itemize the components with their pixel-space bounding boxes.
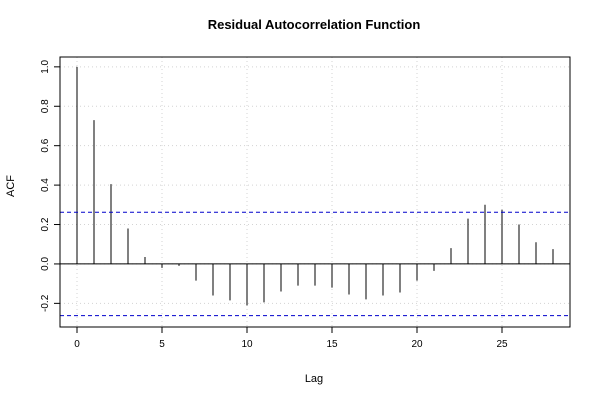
- y-tick-label-0: -0.2: [40, 294, 51, 312]
- x-tick-label-2: 10: [241, 339, 253, 350]
- plot-frame: [59, 56, 571, 328]
- x-tick-label-0: 0: [74, 339, 80, 350]
- y-tick-label-3: 0.4: [40, 178, 51, 192]
- y-axis: -0.2 0.0 0.2 0.4 0.6 0.8 1.0: [40, 59, 60, 312]
- y-tick-label-5: 0.8: [40, 99, 51, 113]
- y-tick-label-1: 0.0: [40, 257, 51, 271]
- y-tick-label-2: 0.2: [40, 217, 51, 231]
- y-axis-label: ACF: [5, 175, 17, 197]
- y-tick-label-6: 1.0: [40, 59, 51, 73]
- x-axis: 0 5 10 15 20 25: [74, 327, 508, 350]
- x-tick-label-5: 25: [496, 339, 508, 350]
- x-tick-label-3: 15: [326, 339, 338, 350]
- x-tick-label-1: 5: [159, 339, 165, 350]
- x-tick-label-4: 20: [411, 339, 423, 350]
- x-axis-label: Lag: [305, 373, 323, 385]
- acf-bars: [76, 66, 554, 306]
- chart-title: Residual Autocorrelation Function: [208, 17, 421, 32]
- grid-layer: [60, 57, 570, 327]
- y-tick-label-4: 0.6: [40, 138, 51, 152]
- confidence-bounds: [60, 211, 570, 317]
